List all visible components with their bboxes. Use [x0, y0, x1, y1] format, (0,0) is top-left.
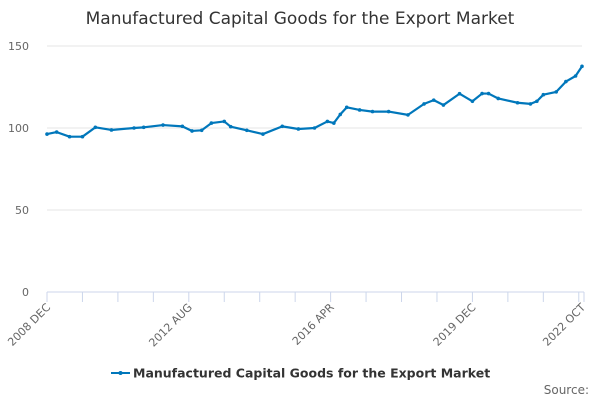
data-point	[535, 99, 539, 104]
data-point	[431, 98, 436, 102]
data-point	[332, 121, 336, 125]
data-point	[93, 125, 98, 130]
y-tick-label: 0	[22, 286, 29, 299]
x-tick-label: 2016 APR	[290, 301, 337, 348]
data-point	[109, 128, 114, 132]
data-point	[573, 74, 578, 78]
data-point	[580, 64, 584, 69]
data-point	[312, 126, 317, 130]
data-point	[80, 134, 85, 139]
legend-label: Manufactured Capital Goods for the Expor…	[133, 366, 490, 381]
data-point	[180, 124, 185, 129]
data-point	[457, 91, 462, 96]
data-point	[470, 99, 475, 104]
data-point	[528, 102, 533, 106]
data-point	[245, 128, 249, 133]
data-point	[190, 129, 194, 133]
data-point	[406, 113, 410, 117]
data-point	[515, 100, 520, 105]
data-point	[222, 119, 227, 124]
data-point	[228, 124, 233, 129]
data-point	[480, 91, 484, 96]
y-tick-label: 50	[15, 204, 29, 217]
data-point	[161, 123, 165, 127]
data-point	[209, 121, 214, 125]
data-point	[67, 134, 72, 139]
x-tick-label: 2019 DEC	[431, 301, 479, 349]
data-point	[338, 112, 343, 117]
data-point	[54, 130, 59, 134]
source-label[interactable]: Source:	[544, 383, 589, 397]
series-line	[46, 65, 583, 138]
data-point	[199, 128, 204, 133]
y-tick-label: 150	[8, 40, 29, 53]
data-point	[261, 132, 265, 136]
data-point	[386, 109, 391, 114]
data-point	[45, 132, 49, 136]
data-point	[357, 108, 362, 112]
x-tick-label: 2008 DEC	[5, 301, 53, 349]
x-tick-label: 2012 AUG	[146, 301, 195, 350]
data-point	[441, 103, 446, 107]
data-point	[496, 96, 501, 101]
y-tick-label: 100	[8, 122, 29, 135]
data-point	[344, 105, 349, 110]
data-point	[486, 91, 491, 96]
data-point	[554, 90, 559, 94]
chart-title: Manufactured Capital Goods for the Expor…	[86, 9, 515, 29]
x-tick-label: 2022 OCT	[540, 301, 588, 349]
data-point	[541, 92, 546, 97]
data-point	[422, 102, 426, 106]
data-point	[132, 126, 136, 130]
data-point	[296, 127, 301, 131]
data-point	[564, 79, 568, 84]
data-point	[141, 125, 146, 130]
data-point	[370, 109, 375, 114]
legend-item[interactable]: Manufactured Capital Goods for the Expor…	[111, 366, 490, 381]
data-point	[325, 119, 330, 124]
legend-marker-icon	[118, 371, 123, 375]
data-point	[280, 124, 285, 129]
